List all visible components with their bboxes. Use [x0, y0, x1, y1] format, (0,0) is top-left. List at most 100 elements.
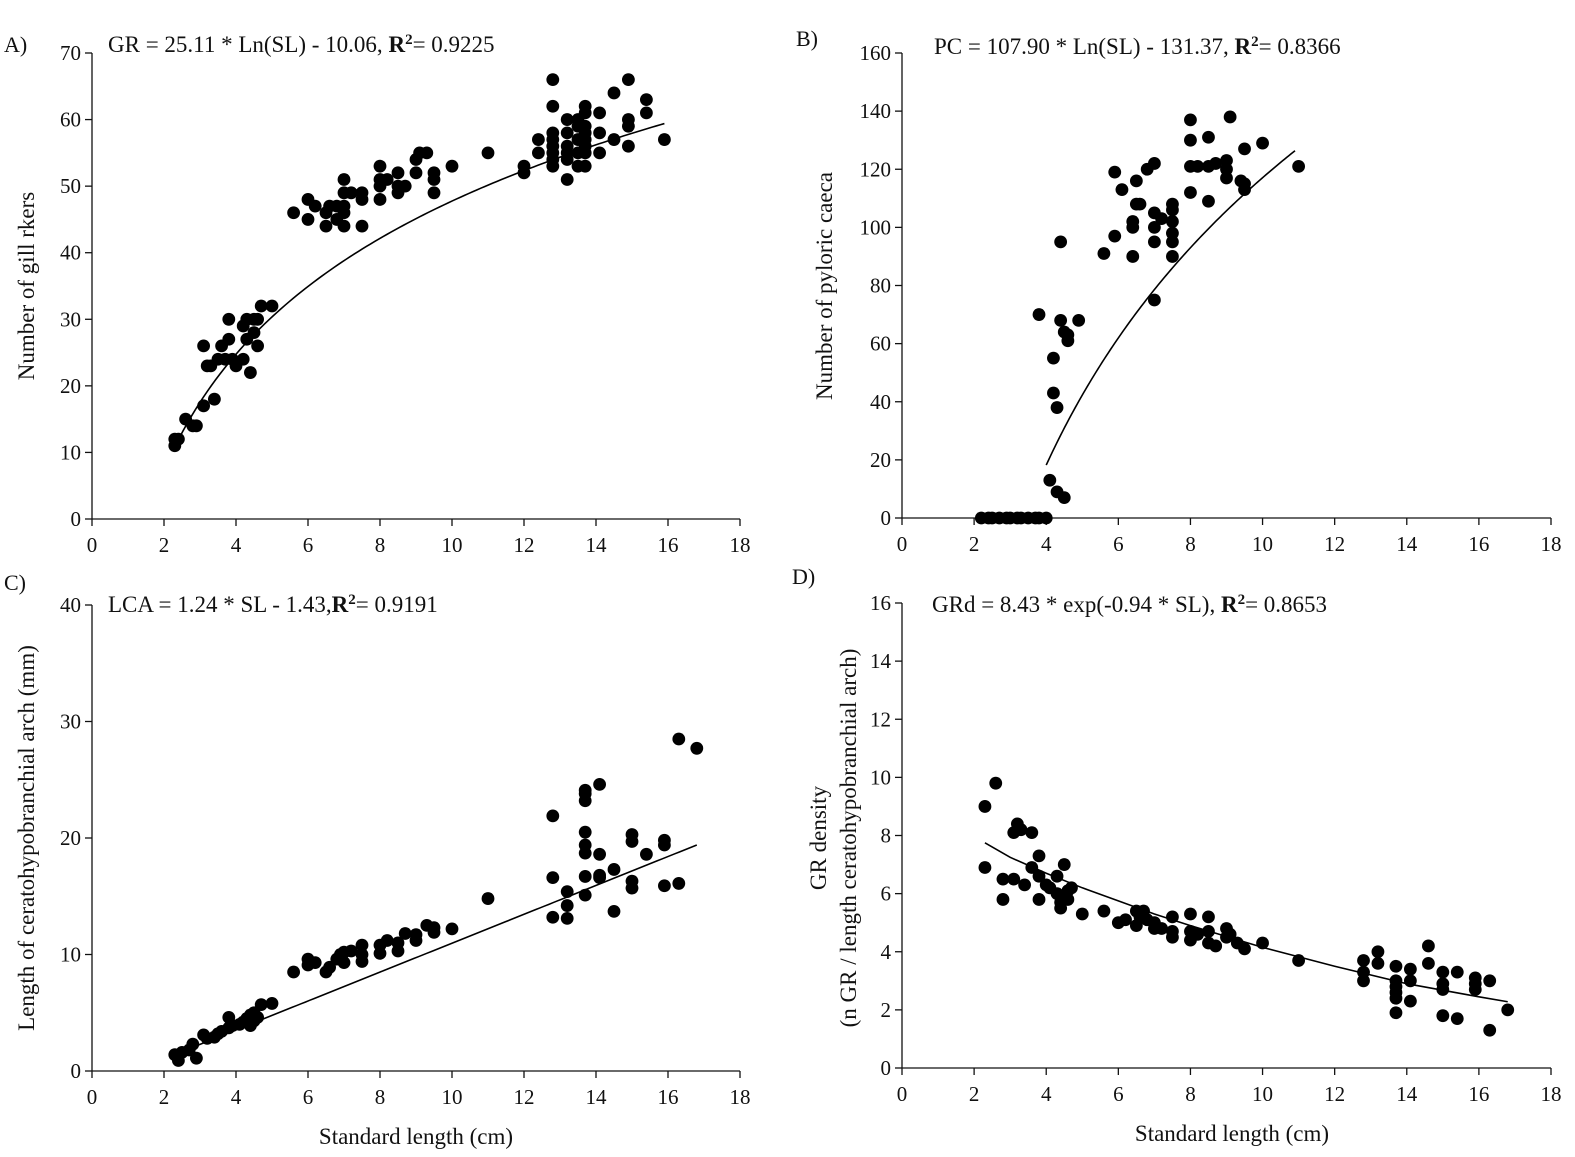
panel-c-x-tick-label: 18 — [730, 1085, 751, 1109]
panel-a-data-point — [546, 99, 560, 113]
panel-d-data-point — [1065, 881, 1078, 895]
panel-a-data-point — [640, 93, 653, 106]
panel-b-y-tick-label: 40 — [870, 390, 891, 414]
panel-c-data-point — [625, 874, 639, 888]
panel-a-data-point — [546, 126, 560, 140]
panel-c-data-point — [391, 936, 405, 950]
panel-b-data-point — [1126, 250, 1140, 263]
panel-a-data-point — [222, 332, 236, 346]
panel-d-data-point — [1422, 939, 1435, 953]
panel-c-data-point — [658, 879, 671, 893]
panel-c-data-point — [578, 825, 592, 839]
panel-c-y-tick-label: 0 — [71, 1059, 82, 1083]
panel-d-x-tick-label: 6 — [1113, 1082, 1124, 1106]
panel-a-data-point — [265, 299, 279, 313]
panel-c-data-point — [560, 911, 574, 925]
panel-a-equation: GR = 25.11 * Ln(SL) - 10.06, R2= 0.9225 — [108, 32, 495, 57]
panel-d-y-tick-label: 12 — [870, 707, 891, 731]
panel-b-data-point — [1032, 308, 1046, 321]
panel-a-equation-r: R — [388, 32, 405, 57]
panel-b-x-tick-label: 16 — [1468, 532, 1489, 556]
panel-b-x-tick-label: 14 — [1396, 532, 1418, 556]
panel-c-data-point — [546, 809, 560, 823]
panel-c-data-point — [445, 922, 459, 936]
panel-a-data-point — [622, 73, 635, 87]
panel-a: A) GR = 25.11 * Ln(SL) - 10.06, R2= 0.92… — [4, 32, 751, 557]
panel-d: D) GRd = 8.43 * exp(-0.94 * SL), R2= 0.8… — [792, 564, 1562, 1146]
panel-c-data-point — [355, 938, 369, 952]
panel-a-data-point — [319, 219, 333, 233]
panel-b-x-tick-label: 0 — [897, 532, 908, 556]
panel-c-y-tick-label: 30 — [60, 710, 81, 734]
panel-b-data-point — [1209, 157, 1223, 170]
panel-a-data-point — [427, 186, 441, 200]
panel-d-data-point — [1018, 878, 1031, 892]
panel-d-equation-rhs: = 0.8653 — [1245, 592, 1327, 617]
panel-b-y-tick-label: 0 — [881, 506, 892, 530]
panel-b-data-point — [1115, 183, 1129, 196]
panel-a-x-tick-label: 2 — [159, 533, 170, 557]
panel-d-y-tick-label: 6 — [881, 882, 892, 906]
panel-b-data-point — [1057, 491, 1071, 505]
panel-d-data-point — [1075, 907, 1089, 921]
panel-a-data-point — [560, 139, 574, 153]
panel-d-data-point — [1389, 1006, 1403, 1020]
panel-d-data-point — [1057, 858, 1071, 871]
panel-d-data-point — [1191, 927, 1205, 941]
panel-b-data-point — [1238, 177, 1251, 191]
panel-b-equation-r: R — [1234, 34, 1251, 59]
panel-a-data-point — [593, 126, 606, 140]
panel-d-data-point — [978, 861, 992, 874]
panel-a-data-point — [658, 133, 671, 146]
panel-c-data-point — [578, 888, 592, 902]
panel-c-data-point — [190, 1051, 203, 1065]
panel-b-y-axis-title: Number of pyloric caeca — [812, 172, 837, 400]
panel-d-data-point — [1155, 922, 1168, 935]
panel-c-data-point — [409, 928, 423, 942]
panel-a-data-point — [409, 166, 423, 180]
panel-c-x-tick-label: 0 — [87, 1085, 98, 1109]
panel-c-data-point — [546, 871, 560, 885]
panel-b-data-point — [1191, 159, 1205, 173]
panel-b-data-point — [1166, 197, 1179, 211]
panel-d-data-point — [1014, 823, 1028, 837]
panel-a-data-point — [208, 392, 221, 406]
panel-c-x-tick-label: 16 — [658, 1085, 679, 1109]
panel-a-equation-lhs: GR = 25.11 * Ln(SL) - 10.06, — [108, 32, 388, 57]
panel-a-data-point — [546, 73, 560, 87]
panel-c: C) LCA = 1.24 * SL - 1.43,R2= 0.9191 Len… — [4, 570, 751, 1149]
panel-c-x-tick-label: 4 — [231, 1085, 242, 1109]
panel-a-data-point — [355, 186, 369, 200]
panel-d-data-point — [1422, 956, 1435, 970]
panel-a-data-point — [337, 199, 351, 213]
panel-c-x-tick-label: 8 — [375, 1085, 386, 1109]
panel-c-data-point — [344, 944, 358, 958]
panel-c-x-tick-label: 2 — [159, 1085, 170, 1109]
panel-d-data-point — [1403, 974, 1417, 988]
panel-c-data-point — [546, 910, 560, 924]
panel-b-data-point — [1108, 165, 1122, 179]
panel-b-data-point — [1129, 174, 1143, 188]
panel-c-data-point — [560, 899, 574, 912]
panel-a-data-point — [197, 339, 211, 353]
panel-d-x-tick-label: 16 — [1468, 1082, 1489, 1106]
panel-b-label: B) — [796, 26, 818, 51]
panel-d-data-point — [1436, 977, 1450, 991]
panel-d-y-tick-label: 14 — [870, 649, 892, 673]
panel-d-y-tick-label: 4 — [881, 940, 892, 964]
panel-a-data-point — [593, 106, 606, 120]
panel-b-data-point — [1054, 313, 1068, 327]
panel-b-data-point — [1133, 197, 1147, 211]
panel-d-data-point — [1292, 954, 1306, 967]
panel-b-x-tick-label: 12 — [1324, 532, 1345, 556]
panel-c-x-axis-title: Standard length (cm) — [319, 1124, 513, 1149]
panel-b-equation-sup: 2 — [1251, 34, 1259, 50]
panel-b-x-tick-label: 10 — [1252, 532, 1273, 556]
panel-d-equation: GRd = 8.43 * exp(-0.94 * SL), R2= 0.8653 — [932, 592, 1327, 617]
panel-a-x-tick-label: 4 — [231, 533, 242, 557]
panel-d-x-tick-label: 4 — [1041, 1082, 1052, 1106]
panel-d-data-point — [1468, 971, 1482, 985]
panel-d-x-tick-label: 2 — [969, 1082, 980, 1106]
panel-a-data-point — [301, 213, 315, 226]
